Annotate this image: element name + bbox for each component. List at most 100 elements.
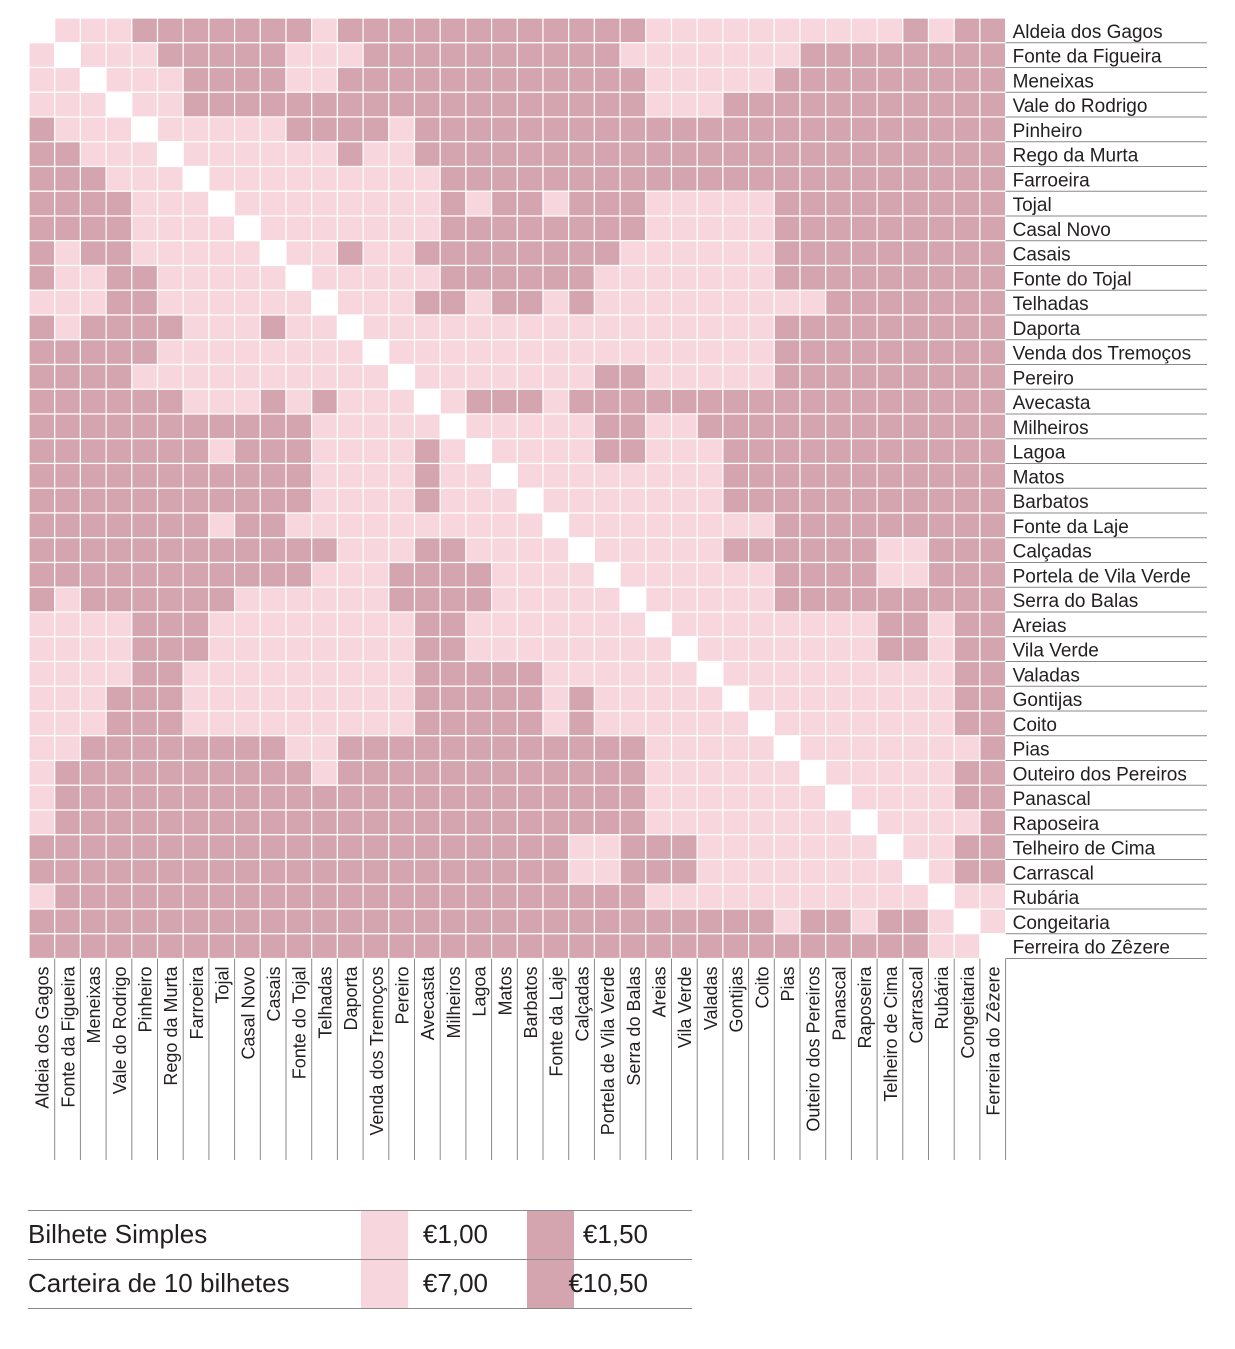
fare-cell bbox=[593, 17, 621, 44]
fare-cell bbox=[927, 17, 955, 44]
fare-cell bbox=[850, 438, 878, 465]
fare-cell bbox=[259, 264, 287, 291]
fare-cell bbox=[234, 264, 261, 291]
fare-cell bbox=[619, 537, 647, 564]
fare-cell bbox=[465, 165, 493, 192]
fare-cell bbox=[670, 42, 698, 69]
fare-cell bbox=[285, 438, 313, 465]
fare-cell bbox=[902, 586, 930, 613]
fare-cell bbox=[28, 512, 56, 539]
fare-cell bbox=[388, 42, 416, 69]
fare-cell bbox=[465, 339, 493, 366]
fare-cell bbox=[28, 240, 56, 267]
fare-cell bbox=[491, 537, 518, 564]
fare-cell bbox=[568, 858, 596, 885]
fare-cell bbox=[722, 710, 750, 737]
fare-cell bbox=[311, 784, 339, 811]
fare-cell bbox=[645, 809, 673, 836]
fare-cell bbox=[362, 735, 390, 762]
fare-cell bbox=[54, 264, 82, 291]
fare-cell bbox=[876, 710, 904, 737]
fare-cell bbox=[182, 809, 210, 836]
fare-cell bbox=[259, 314, 287, 341]
fare-cell bbox=[156, 561, 184, 588]
fare-cell bbox=[979, 487, 1007, 514]
fare-cell bbox=[439, 908, 467, 935]
fare-cell bbox=[311, 91, 339, 118]
fare-cell bbox=[542, 512, 570, 539]
fare-cell bbox=[953, 141, 981, 168]
fare-cell bbox=[285, 141, 313, 168]
fare-cell bbox=[696, 190, 724, 217]
fare-cell bbox=[722, 165, 750, 192]
fare-cell bbox=[542, 264, 570, 291]
fare-cell bbox=[105, 759, 133, 786]
fare-cell bbox=[336, 933, 364, 960]
fare-cell bbox=[876, 512, 904, 539]
fare-cell bbox=[465, 735, 493, 762]
fare-cell bbox=[773, 908, 801, 935]
fare-cell bbox=[28, 17, 56, 44]
fare-cell bbox=[619, 190, 647, 217]
fare-cell bbox=[156, 685, 184, 712]
fare-cell bbox=[876, 784, 904, 811]
fare-cell bbox=[696, 66, 724, 93]
fare-cell bbox=[953, 363, 981, 390]
fare-cell bbox=[799, 141, 827, 168]
fare-cell bbox=[927, 908, 955, 935]
fare-cell bbox=[670, 512, 698, 539]
fare-cell bbox=[491, 710, 518, 737]
fare-cell bbox=[234, 685, 261, 712]
fare-cell bbox=[131, 388, 159, 415]
fare-cell bbox=[311, 858, 339, 885]
fare-cell bbox=[568, 264, 596, 291]
fare-cell bbox=[953, 339, 981, 366]
fare-cell bbox=[413, 586, 441, 613]
fare-cell bbox=[722, 487, 750, 514]
fare-cell bbox=[953, 264, 981, 291]
fare-cell bbox=[388, 388, 416, 415]
fare-cell bbox=[516, 314, 544, 341]
fare-cell bbox=[593, 512, 621, 539]
fare-cell bbox=[747, 636, 775, 663]
fare-cell bbox=[54, 933, 82, 960]
fare-legend: Bilhete Simples €1,00 €1,50 Carteira de … bbox=[28, 1210, 692, 1309]
fare-cell bbox=[259, 17, 287, 44]
fare-cell bbox=[413, 314, 441, 341]
fare-cell bbox=[465, 190, 493, 217]
fare-cell bbox=[619, 710, 647, 737]
fare-cell bbox=[825, 784, 853, 811]
fare-cell bbox=[465, 66, 493, 93]
fare-cell bbox=[182, 289, 210, 316]
fare-cell bbox=[234, 240, 261, 267]
fare-cell bbox=[825, 462, 853, 489]
fare-cell bbox=[747, 141, 775, 168]
fare-cell bbox=[825, 66, 853, 93]
fare-cell bbox=[902, 388, 930, 415]
fare-cell bbox=[388, 834, 416, 861]
fare-cell bbox=[670, 17, 698, 44]
fare-cell bbox=[619, 438, 647, 465]
fare-cell bbox=[773, 735, 801, 762]
fare-cell bbox=[902, 116, 930, 143]
fare-cell bbox=[568, 636, 596, 663]
legend-price-single-high: €1,50 bbox=[582, 1219, 648, 1249]
fare-cell bbox=[568, 487, 596, 514]
fare-cell bbox=[747, 685, 775, 712]
fare-cell bbox=[696, 314, 724, 341]
fare-cell bbox=[311, 759, 339, 786]
fare-cell bbox=[645, 933, 673, 960]
fare-cell bbox=[234, 809, 261, 836]
fare-cell bbox=[336, 264, 364, 291]
row-label: Tojal bbox=[1013, 195, 1052, 216]
row-label: Casais bbox=[1013, 245, 1071, 266]
fare-cell bbox=[979, 735, 1007, 762]
fare-cell bbox=[773, 339, 801, 366]
fare-cell bbox=[79, 586, 107, 613]
fare-cell bbox=[619, 215, 647, 242]
fare-cell bbox=[979, 438, 1007, 465]
fare-cell bbox=[491, 289, 518, 316]
fare-cell bbox=[28, 537, 56, 564]
fare-cell bbox=[105, 289, 133, 316]
